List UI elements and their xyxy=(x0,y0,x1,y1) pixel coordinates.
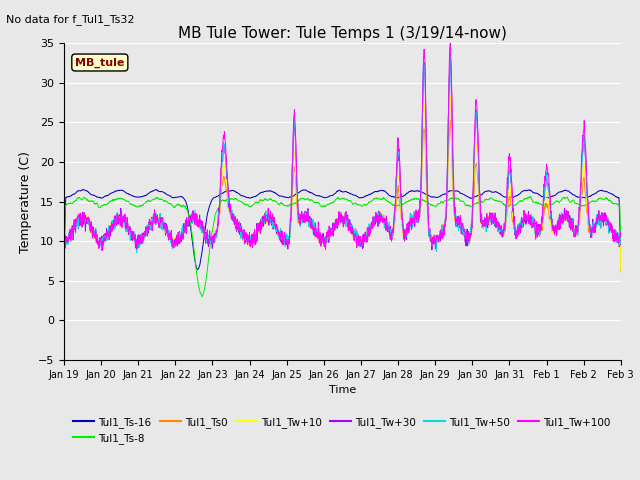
Tul1_Ts-8 xyxy=(568,198,576,204)
Tul1_Tw+30 xyxy=(584,193,591,199)
Tul1_Tw+10 xyxy=(584,207,591,213)
Tul1_Tw+50 xyxy=(371,216,378,222)
Tul1_Tw+50 xyxy=(568,224,575,229)
Line: Tul1_Ts0: Tul1_Ts0 xyxy=(64,120,621,272)
Line: Tul1_Ts-16: Tul1_Ts-16 xyxy=(64,190,621,269)
Tul1_Ts-16 xyxy=(617,252,625,258)
Tul1_Ts-16 xyxy=(60,252,68,258)
Tul1_Ts-8 xyxy=(371,196,379,202)
Tul1_Ts0 xyxy=(371,217,378,223)
Tul1_Tw+10 xyxy=(446,93,454,99)
Tul1_Tw+100 xyxy=(60,278,68,284)
Tul1_Ts-8 xyxy=(504,203,512,209)
Tul1_Tw+100 xyxy=(584,192,591,198)
Tul1_Ts-8 xyxy=(60,261,68,267)
Tul1_Tw+10 xyxy=(60,265,68,271)
Tul1_Ts-16 xyxy=(584,194,591,200)
Tul1_Tw+10 xyxy=(617,267,625,273)
Tul1_Ts-8 xyxy=(617,248,625,254)
Tul1_Tw+30 xyxy=(617,238,625,243)
Tul1_Ts-8 xyxy=(584,201,591,207)
Tul1_Tw+100 xyxy=(617,230,625,236)
Line: Tul1_Tw+100: Tul1_Tw+100 xyxy=(64,40,621,281)
Tul1_Ts-16 xyxy=(152,187,160,192)
Text: No data for f_Tul1_Ts32: No data for f_Tul1_Ts32 xyxy=(6,14,135,25)
Tul1_Ts-16 xyxy=(193,266,201,272)
Tul1_Ts-8 xyxy=(527,194,534,200)
Tul1_Tw+10 xyxy=(568,221,575,227)
Tul1_Tw+10 xyxy=(371,217,378,223)
Tul1_Ts0 xyxy=(447,117,454,123)
Y-axis label: Temperature (C): Temperature (C) xyxy=(19,151,33,252)
Tul1_Ts-16 xyxy=(216,192,223,198)
Tul1_Tw+30 xyxy=(504,176,512,182)
Tul1_Ts-16 xyxy=(371,189,379,194)
Line: Tul1_Tw+50: Tul1_Tw+50 xyxy=(64,56,621,280)
Text: MB_tule: MB_tule xyxy=(75,58,125,68)
Tul1_Tw+30 xyxy=(216,210,223,216)
Tul1_Ts-16 xyxy=(568,191,576,197)
Tul1_Tw+100 xyxy=(447,37,454,43)
Line: Tul1_Tw+30: Tul1_Tw+30 xyxy=(64,54,621,279)
Tul1_Tw+50 xyxy=(60,277,68,283)
Tul1_Ts-8 xyxy=(216,203,223,208)
Tul1_Tw+30 xyxy=(568,216,575,221)
Tul1_Tw+100 xyxy=(504,163,512,169)
Tul1_Tw+10 xyxy=(216,216,223,221)
Tul1_Tw+50 xyxy=(617,240,625,246)
Tul1_Tw+50 xyxy=(358,242,366,248)
Tul1_Tw+100 xyxy=(371,221,378,227)
Tul1_Tw+50 xyxy=(446,53,454,59)
Tul1_Tw+10 xyxy=(358,240,366,246)
Tul1_Tw+100 xyxy=(568,221,575,227)
Tul1_Ts-8 xyxy=(198,294,206,300)
Tul1_Ts0 xyxy=(504,197,512,203)
Tul1_Tw+30 xyxy=(358,245,366,251)
Title: MB Tule Tower: Tule Temps 1 (3/19/14-now): MB Tule Tower: Tule Temps 1 (3/19/14-now… xyxy=(178,25,507,41)
Tul1_Tw+50 xyxy=(504,175,512,180)
Tul1_Ts0 xyxy=(358,240,366,246)
Tul1_Tw+100 xyxy=(216,209,223,215)
Tul1_Ts0 xyxy=(216,216,223,222)
Tul1_Tw+30 xyxy=(60,276,68,282)
Tul1_Ts-8 xyxy=(359,204,367,209)
Tul1_Tw+30 xyxy=(446,51,454,57)
Tul1_Ts-16 xyxy=(359,194,367,200)
Tul1_Tw+50 xyxy=(584,195,591,201)
Tul1_Ts-16 xyxy=(505,194,513,200)
Legend: Tul1_Ts-16, Tul1_Ts-8, Tul1_Ts0, Tul1_Tw+10, Tul1_Tw+30, Tul1_Tw+50, Tul1_Tw+100: Tul1_Ts-16, Tul1_Ts-8, Tul1_Ts0, Tul1_Tw… xyxy=(69,413,615,448)
Line: Tul1_Tw+10: Tul1_Tw+10 xyxy=(64,96,621,270)
Line: Tul1_Ts-8: Tul1_Ts-8 xyxy=(64,197,621,297)
Tul1_Tw+10 xyxy=(504,191,512,197)
X-axis label: Time: Time xyxy=(329,385,356,395)
Tul1_Tw+50 xyxy=(216,209,223,215)
Tul1_Ts0 xyxy=(584,212,591,217)
Tul1_Ts0 xyxy=(617,269,625,275)
Tul1_Ts0 xyxy=(60,262,68,267)
Tul1_Tw+30 xyxy=(371,217,378,223)
Tul1_Tw+100 xyxy=(358,239,366,244)
Tul1_Ts0 xyxy=(568,221,575,227)
